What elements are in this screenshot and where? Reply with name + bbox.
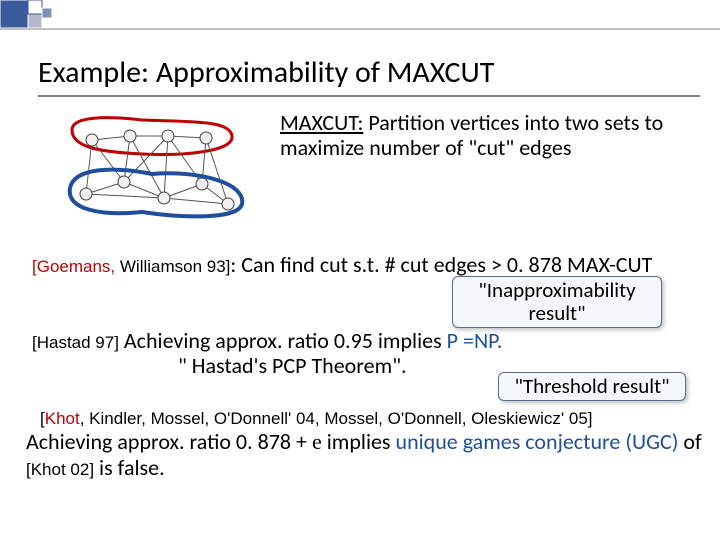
khot02-cite: [Khot 02] [26,460,94,479]
khot-cite-line: [Khot, Kindler, Mossel, O'Donnell' 04, M… [26,404,710,429]
corner-svg [0,0,720,40]
hastad-cite: [Hastad 97] [32,333,119,352]
gw-cite: [Goemans, Williamson 93] [32,257,230,276]
title-block: Example: Approximability of MAXCUT [38,54,700,97]
khot-cite: [Khot, Kindler, Mossel, O'Donnell' 04, M… [40,409,593,428]
epsilon: e [312,429,322,454]
maxcut-definition: MAXCUT: Partition vertices into two sets… [280,110,690,161]
khot-of: of [678,428,701,455]
maxcut-graph [52,112,250,224]
slide-title: Example: Approximability of MAXCUT [38,54,700,95]
hastad-rest-a: Achieving approx. ratio 0.95 implies [119,327,447,354]
threshold-bubble: "Threshold result" [498,372,686,401]
gw-line: [Goemans, Williamson 93]: Can find cut s… [32,252,710,277]
khot-cite-rest: , Kindler, Mossel, O'Donnell' 04, Mossel… [80,409,593,428]
hastad-line: [Hastad 97] Achieving approx. ratio 0.95… [32,328,710,379]
inapprox-bubble: "Inapproximability result" [452,276,662,328]
pnp-text: P =NP. [447,327,503,354]
gw-rest: : Can find cut s.t. # cut edges > 0. 878… [230,251,652,278]
khot-cite-red: Khot [45,409,80,428]
khot-tail: is false. [94,454,165,481]
graph-svg [52,112,250,224]
corner-decoration [0,0,120,40]
definition-head: MAXCUT: [280,109,363,136]
khot-body: Achieving approx. ratio 0. 878 + e impli… [26,429,710,480]
gw-cite-red: [Goemans, [32,257,120,276]
khot-l2b: implies [322,428,396,455]
khot-l2a: Achieving approx. ratio 0. 878 + [26,428,312,455]
threshold-bubble-text: "Threshold result" [514,373,669,399]
inapprox-bubble-text: "Inapproximability result" [478,277,635,326]
gw-cite-plain: Williamson 93] [120,257,231,276]
ugc-text: unique games conjecture (UGC) [396,428,679,455]
khot-block: [Khot, Kindler, Mossel, O'Donnell' 04, M… [26,404,710,480]
title-underline [38,95,700,97]
hastad-quote: " Hastad's PCP Theorem". [178,352,407,379]
